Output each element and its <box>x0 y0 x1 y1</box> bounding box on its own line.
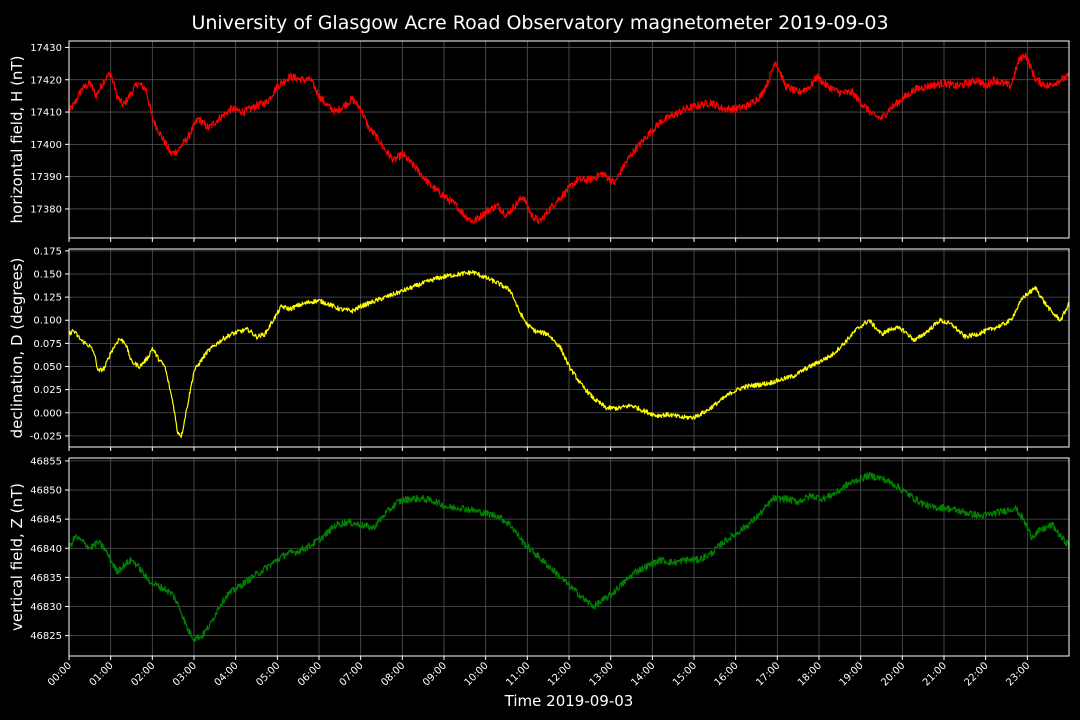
x-tick-label: 15:00 <box>671 660 699 688</box>
y-tick-label: 17390 <box>30 172 62 183</box>
x-tick-label: 18:00 <box>796 660 824 688</box>
x-tick-label: 16:00 <box>713 660 741 688</box>
x-tick-label: 11:00 <box>504 660 532 688</box>
y-tick-label: 0.125 <box>33 293 62 304</box>
x-tick-label: 01:00 <box>88 660 116 688</box>
x-tick-label: 23:00 <box>1004 660 1032 688</box>
plot-frame <box>68 40 1070 239</box>
y-tick-label: 0.100 <box>33 316 62 327</box>
x-tick-label: 20:00 <box>879 660 907 688</box>
series-line-d <box>68 270 1070 439</box>
series-line-h <box>68 52 1070 225</box>
y-tick-label: 0.025 <box>33 385 62 396</box>
x-tick-label: 05:00 <box>254 660 282 688</box>
y-tick-label: 46850 <box>30 486 62 497</box>
plot-frame <box>68 457 1070 657</box>
y-tick-label: 0.175 <box>33 246 62 257</box>
chart-title: University of Glasgow Acre Road Observat… <box>191 12 888 34</box>
x-tick-label: 02:00 <box>129 660 157 688</box>
x-tick-label: 22:00 <box>963 660 991 688</box>
y-tick-label: 17400 <box>30 140 62 151</box>
x-tick-label: 12:00 <box>546 660 574 688</box>
x-tick-label: 14:00 <box>629 660 657 688</box>
y-tick-label: 0.050 <box>33 362 62 373</box>
x-tick-label: 19:00 <box>838 660 866 688</box>
x-tick-label: 13:00 <box>588 660 616 688</box>
plot-frame <box>68 248 1070 448</box>
y-tick-label: -0.025 <box>30 431 62 442</box>
x-tick-label: 10:00 <box>463 660 491 688</box>
y-tick-label: 17380 <box>30 204 62 215</box>
x-tick-label: 17:00 <box>754 660 782 688</box>
x-tick-label: 08:00 <box>379 660 407 688</box>
panel-h: 17380 17390 17400 17410 17420 17430 horizontal… <box>8 40 1070 242</box>
y-tick-label: 46825 <box>30 631 62 642</box>
panel-z: 46825 46830 46835 46840 46845 46850 46855 verti… <box>8 456 1070 689</box>
y-axis-label: horizontal field, H (nT) <box>8 56 26 224</box>
x-tick-label: 00:00 <box>46 660 74 688</box>
y-tick-label: 46840 <box>30 544 62 555</box>
x-tick-label: 06:00 <box>296 660 324 688</box>
y-tick-label: 17430 <box>30 43 62 54</box>
y-tick-label: 0.000 <box>33 408 62 419</box>
y-tick-label: 0.075 <box>33 339 62 350</box>
y-tick-label: 46845 <box>30 515 62 526</box>
x-tick-label: 03:00 <box>171 660 199 688</box>
y-tick-label: 17410 <box>30 108 62 119</box>
chart-panels: 17380 17390 17400 17410 17420 17430 horizontal… <box>8 40 1070 689</box>
panel-d: -0.025 0.000 0.025 0.050 0.075 0.100 0.125 0.15… <box>8 246 1070 451</box>
y-axis-label: vertical field, Z (nT) <box>8 483 26 631</box>
series-line-z <box>68 471 1070 642</box>
x-tick-label: 07:00 <box>338 660 366 688</box>
x-tick-label: 21:00 <box>921 660 949 688</box>
x-tick-label: 09:00 <box>421 660 449 688</box>
y-tick-label: 17420 <box>30 75 62 86</box>
y-tick-label: 46830 <box>30 602 62 613</box>
x-tick-label: 04:00 <box>213 660 241 688</box>
y-tick-label: 46835 <box>30 573 62 584</box>
y-axis-label: declination, D (degrees) <box>8 258 26 439</box>
y-tick-label: 0.150 <box>33 269 62 280</box>
x-axis-label: Time 2019-09-03 <box>504 692 634 710</box>
y-tick-label: 46855 <box>30 456 62 467</box>
